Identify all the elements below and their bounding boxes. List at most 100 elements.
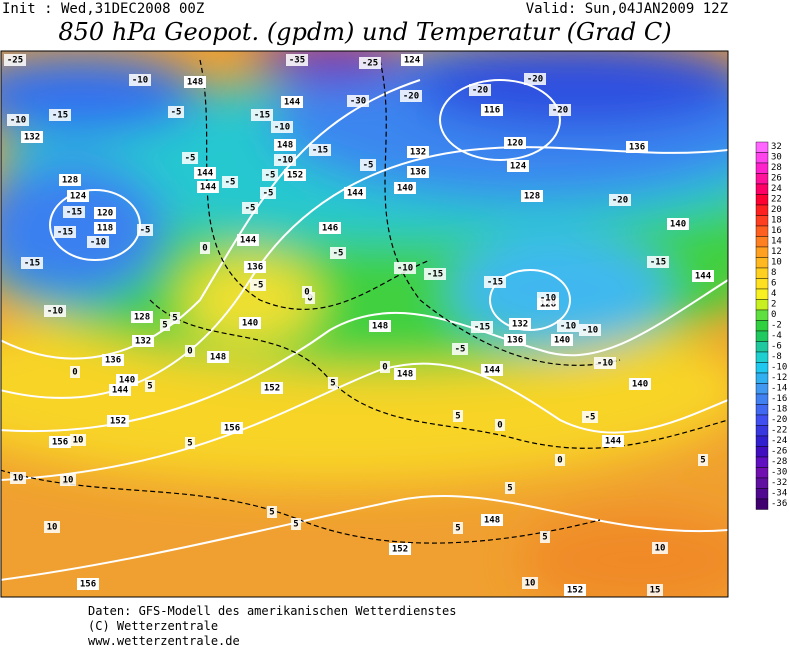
label-text: 0	[307, 294, 312, 304]
label-box	[284, 169, 306, 181]
label-box	[244, 261, 266, 273]
label-text: 152	[567, 586, 583, 596]
temperature-label: -15	[647, 256, 669, 268]
geopotential-label: 136	[504, 334, 526, 346]
colorbar-swatch	[755, 383, 769, 395]
temperature-label: -35	[286, 54, 308, 66]
label-box	[102, 354, 124, 366]
label-box	[222, 176, 238, 188]
geopotential-label: 118	[94, 222, 116, 234]
label-box	[652, 542, 668, 554]
label-text: 15	[650, 586, 661, 596]
label-box	[469, 84, 491, 96]
geopotential-label: 144	[197, 181, 219, 193]
colorbar-swatch	[755, 362, 769, 374]
label-box	[347, 95, 369, 107]
label-text: -15	[254, 111, 270, 121]
label-text: 148	[484, 516, 500, 526]
label-text: 156	[224, 424, 240, 434]
label-box	[626, 141, 648, 153]
label-text: 120	[97, 209, 113, 219]
label-box	[67, 190, 89, 202]
label-box	[77, 578, 99, 590]
label-text: 5	[147, 382, 152, 392]
colorbar-label: -16	[771, 394, 787, 404]
colorbar-swatch	[755, 309, 769, 321]
colorbar-label: 30	[771, 153, 782, 163]
label-text: 156	[80, 580, 96, 590]
label-box	[328, 377, 338, 389]
label-box	[274, 154, 296, 166]
label-box	[594, 357, 616, 369]
label-text: -10	[47, 307, 63, 317]
label-box	[44, 521, 60, 533]
label-text: -5	[185, 154, 196, 164]
label-text: 152	[392, 545, 408, 555]
label-box	[49, 436, 71, 448]
geopotential-label: 120	[504, 137, 526, 149]
label-box	[63, 206, 85, 218]
label-box	[481, 104, 503, 116]
temperature-label: 0	[185, 345, 195, 357]
label-box	[504, 137, 526, 149]
label-text: -5	[253, 281, 264, 291]
temperature-label: 5	[540, 531, 550, 543]
label-text: 148	[210, 353, 226, 363]
geopotential-label: 124	[67, 190, 89, 202]
label-box	[94, 207, 116, 219]
label-text: 144	[240, 236, 257, 246]
temperature-label: -25	[4, 54, 26, 66]
label-box	[221, 422, 243, 434]
label-box	[107, 415, 129, 427]
temperature-label: -5	[137, 224, 153, 236]
label-text: 5	[542, 533, 547, 543]
label-box	[271, 121, 293, 133]
label-box	[344, 187, 366, 199]
geopotential-label: 124	[401, 54, 423, 66]
label-box	[555, 454, 565, 466]
geopotential-label: 136	[244, 261, 266, 273]
label-box	[602, 435, 624, 447]
label-text: -25	[7, 56, 23, 66]
geopotential-label: 144	[281, 96, 303, 108]
colorbar-swatch	[755, 173, 769, 185]
geopotential-label: 148	[481, 514, 503, 526]
label-text: 5	[330, 379, 335, 389]
geopotential-label: 132	[132, 335, 154, 347]
colorbar-swatch	[755, 267, 769, 279]
temperature-label: -20	[400, 90, 422, 102]
label-box	[400, 90, 422, 102]
label-text: -15	[312, 146, 328, 156]
label-box	[667, 218, 689, 230]
temperature-label: -30	[347, 95, 369, 107]
label-text: -10	[132, 76, 148, 86]
label-text: 144	[197, 169, 214, 179]
temperature-label: 0	[555, 454, 565, 466]
label-text: 140	[554, 336, 570, 346]
label-box	[453, 522, 463, 534]
colorbar-label: -24	[771, 436, 787, 446]
label-box	[94, 222, 116, 234]
colorbar-swatch	[755, 278, 769, 290]
label-text: 136	[410, 168, 426, 178]
label-box	[504, 334, 526, 346]
label-text: -10	[597, 359, 613, 369]
temperature-label: 10	[522, 577, 538, 589]
colorbar-label: -10	[771, 363, 787, 373]
label-box	[194, 167, 216, 179]
label-box	[557, 320, 579, 332]
label-box	[207, 351, 229, 363]
label-box	[182, 152, 198, 164]
label-text: 116	[484, 106, 500, 116]
colorbar-swatch	[755, 225, 769, 237]
label-text: 5	[293, 520, 298, 530]
geopotential-label: 144	[109, 384, 131, 396]
label-box	[629, 378, 651, 390]
geopotential-label: 136	[626, 141, 648, 153]
label-text: -20	[403, 92, 419, 102]
colorbar-swatch	[755, 183, 769, 195]
label-box	[522, 577, 538, 589]
label-box	[87, 236, 109, 248]
label-box	[200, 242, 210, 254]
colorbar-label: -22	[771, 426, 787, 436]
